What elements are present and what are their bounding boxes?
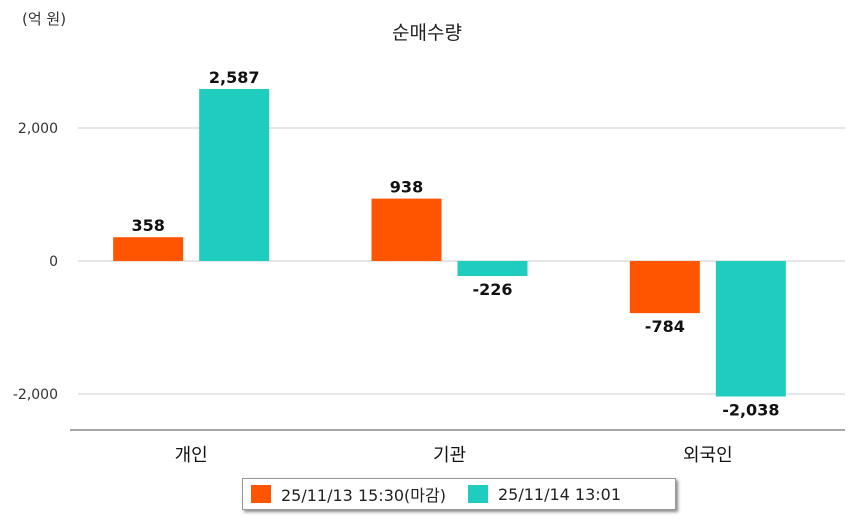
- y-tick-label: 0: [49, 254, 58, 270]
- bar: [457, 261, 528, 277]
- data-label: -226: [472, 280, 512, 299]
- data-label: 2,587: [209, 68, 260, 87]
- legend-swatch-series-1: [251, 485, 271, 503]
- legend-swatch-series-2: [467, 485, 488, 503]
- x-tick-label: 기관: [433, 445, 466, 466]
- data-label: -2,038: [722, 401, 779, 420]
- y-tick-label: -2,000: [13, 387, 58, 403]
- bar: [199, 88, 270, 261]
- x-tick-label: 개인: [175, 445, 208, 466]
- legend: 25/11/13 15:30(마감) 25/11/14 13:01: [242, 478, 676, 510]
- bar-chart: 2,000 0 -2,000 358 2,587 개인 938 -226 기관 -784 -2,03…: [13, 68, 845, 466]
- data-label: 938: [390, 178, 423, 197]
- y-tick-label: 2,000: [18, 121, 58, 137]
- legend-label-series-2: 25/11/14 13:01: [497, 484, 622, 504]
- legend-item-series-1[interactable]: 25/11/13 15:30(마감): [251, 482, 446, 506]
- x-tick-label: 외국인: [683, 445, 733, 466]
- bar: [371, 198, 442, 261]
- legend-item-series-2[interactable]: 25/11/14 13:01: [467, 484, 622, 504]
- bar: [629, 261, 700, 314]
- legend-label-series-1: 25/11/13 15:30(마감): [281, 486, 446, 505]
- chart-title: 순매수량: [392, 22, 462, 44]
- bar: [113, 237, 184, 261]
- unit-label: (억 원): [22, 10, 67, 28]
- data-label: 358: [131, 216, 164, 235]
- data-label: -784: [645, 317, 685, 336]
- bar: [715, 261, 786, 397]
